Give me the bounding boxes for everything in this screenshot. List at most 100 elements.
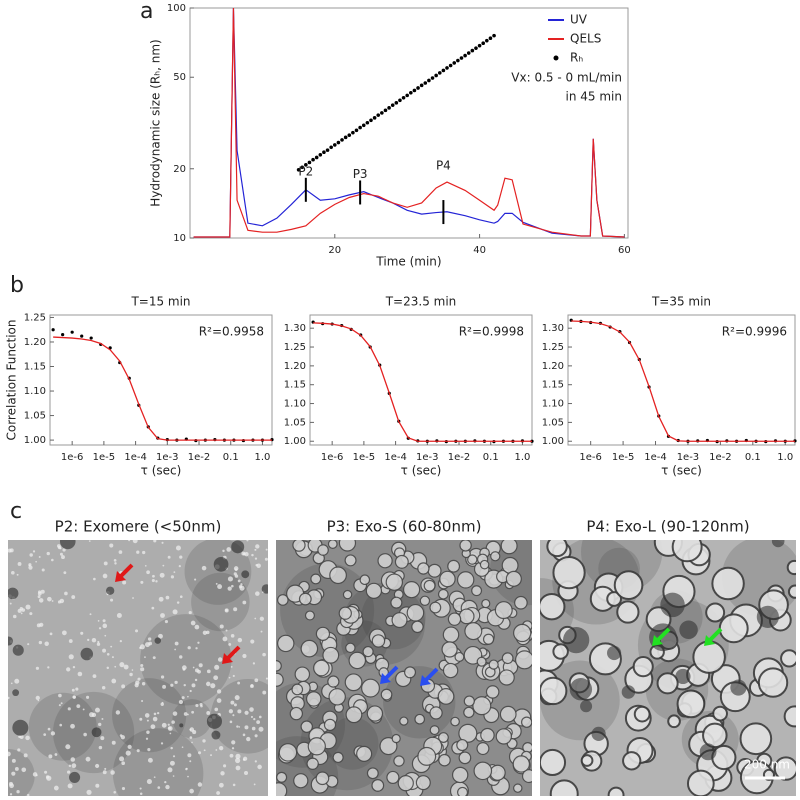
vesicle [606, 591, 623, 607]
data-point [419, 83, 424, 88]
aggregate [607, 645, 622, 661]
vesicle [783, 705, 796, 728]
vesicle [442, 662, 459, 679]
particle [146, 570, 150, 575]
vesicle [322, 646, 340, 664]
micrograph [8, 540, 268, 796]
particle [229, 720, 233, 724]
vesicle [580, 754, 594, 767]
vesicle [307, 737, 326, 756]
particle [125, 750, 131, 756]
particle [10, 682, 13, 685]
particle [171, 720, 175, 724]
particle [232, 674, 235, 678]
data-point [492, 33, 496, 38]
x-tick-label: 1e-4 [644, 452, 667, 463]
data-point [441, 68, 446, 73]
particle [258, 726, 264, 732]
data-point [430, 76, 435, 80]
data-point [383, 108, 388, 113]
particle [35, 560, 37, 563]
peak-label: P2 [298, 164, 313, 178]
vesicle [480, 727, 495, 743]
aggregate [591, 726, 606, 741]
data-point [380, 111, 384, 115]
vesicle [277, 634, 295, 653]
x-tick-label: 1e-2 [709, 452, 732, 463]
x-axis-label: τ (sec) [661, 464, 702, 478]
particle [66, 667, 71, 672]
particle [187, 753, 192, 758]
particle [179, 595, 183, 598]
data-point [340, 138, 344, 142]
particle [71, 595, 76, 600]
vesicle [338, 540, 357, 552]
particle [9, 793, 13, 796]
vesicle [552, 643, 569, 660]
data-point [456, 58, 460, 63]
x-tick-label: 0.1 [745, 452, 761, 463]
vesicle [501, 652, 514, 665]
particle [102, 648, 107, 653]
particle [252, 662, 256, 665]
particle [169, 732, 172, 735]
particle [250, 715, 254, 719]
particle [218, 745, 224, 751]
particle [14, 678, 20, 684]
vesicle [415, 775, 431, 791]
particle [243, 756, 248, 761]
vesicle [464, 622, 483, 641]
vesicle [447, 559, 461, 573]
vesicle [512, 755, 531, 773]
particle [234, 695, 240, 701]
particle [183, 683, 186, 687]
particle [234, 568, 238, 572]
particle [139, 792, 143, 795]
particle [16, 790, 20, 794]
vesicle [327, 675, 340, 688]
data-point [322, 150, 326, 155]
particle [145, 642, 150, 648]
particle [183, 712, 188, 716]
legend-label: Rₕ [570, 51, 583, 65]
particle [68, 639, 73, 643]
particle [238, 726, 241, 728]
particle [19, 606, 24, 611]
vesicle [458, 723, 478, 743]
vesicle [686, 769, 715, 796]
data-point [466, 51, 471, 55]
vesicle [622, 751, 642, 771]
vesicle [467, 554, 478, 565]
vesicle [705, 602, 726, 623]
vesicle [291, 683, 304, 696]
particle [46, 775, 52, 781]
chart-title: T=23.5 min [385, 295, 457, 309]
data-point [365, 120, 370, 125]
particle [140, 664, 144, 668]
vesicle [473, 761, 493, 781]
aggregate [12, 644, 24, 656]
particle [38, 598, 44, 603]
vesicle [437, 588, 449, 600]
particle [141, 699, 144, 703]
particle [58, 693, 62, 698]
vesicle [429, 706, 443, 720]
y-tick-label: 1.30 [284, 323, 306, 334]
data-point [463, 53, 467, 58]
x-tick-label: 1e-3 [156, 452, 179, 463]
vesicle [419, 595, 431, 606]
vesicle [549, 779, 579, 796]
vesicle [540, 676, 568, 706]
data-point [477, 43, 482, 48]
particle [109, 543, 114, 548]
particle [119, 734, 123, 737]
particle [111, 740, 116, 745]
vesicle [289, 706, 303, 721]
aggregate [8, 587, 19, 600]
vesicle [501, 556, 519, 574]
particle [155, 580, 158, 583]
particle [65, 744, 71, 750]
particle [58, 704, 61, 707]
vesicle [276, 782, 288, 796]
vesicle [385, 573, 404, 591]
